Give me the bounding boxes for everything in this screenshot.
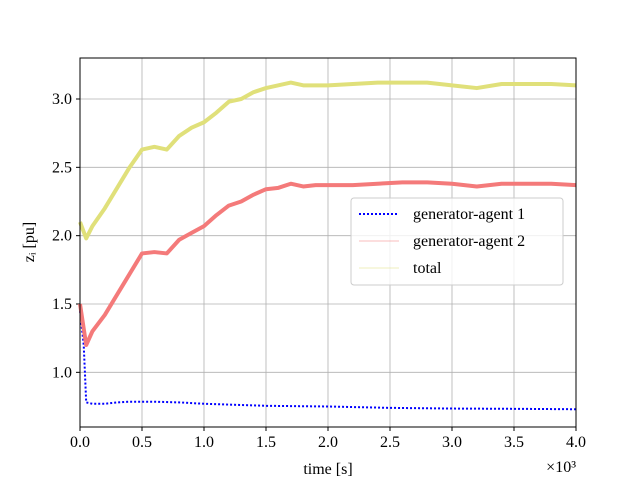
x-axis-label: time [s] [303, 461, 352, 478]
y-tick-label: 3.0 [52, 91, 72, 108]
y-tick-label: 2.5 [52, 159, 72, 176]
x-tick-label: 2.5 [380, 434, 400, 451]
plot-frame [79, 57, 577, 428]
x-tick-label: 4.0 [566, 434, 586, 451]
x-tick-label: 0.0 [70, 434, 90, 451]
series-line [79, 310, 577, 411]
series-line [78, 180, 577, 347]
x-offset-label: ×10³ [546, 459, 576, 476]
x-tick-label: 3.0 [442, 434, 462, 451]
x-tick-label: 1.5 [256, 434, 276, 451]
y-tick-label: 1.5 [52, 296, 72, 313]
y-tick-label: 2.0 [52, 228, 72, 245]
legend-label: total [413, 260, 442, 277]
legend-label: generator-agent 1 [413, 206, 525, 223]
x-tick-label: 2.0 [318, 434, 338, 451]
legend-label: generator-agent 2 [413, 233, 525, 250]
x-tick-label: 1.0 [194, 434, 214, 451]
y-tick-label: 1.0 [52, 364, 72, 381]
series-line [78, 80, 577, 241]
y-axis-label: zᵢ [pu] [21, 222, 38, 262]
legend-box [350, 197, 564, 286]
x-tick-label: 0.5 [132, 434, 152, 451]
x-tick-label: 3.5 [504, 434, 524, 451]
